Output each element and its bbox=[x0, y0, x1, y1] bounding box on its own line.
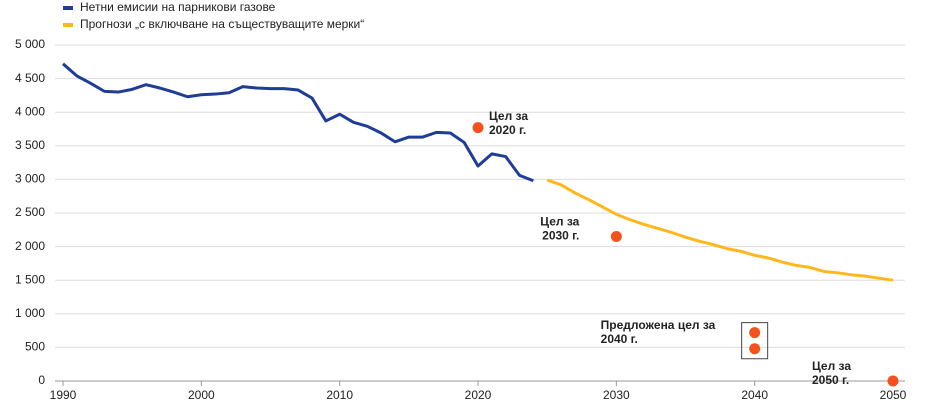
target-label: 2050 г. bbox=[812, 373, 849, 387]
x-tick-label: 2040 bbox=[741, 388, 768, 402]
target-label: 2030 г. bbox=[542, 229, 579, 243]
y-tick-label: 4 000 bbox=[15, 104, 45, 118]
y-tick-label: 1 000 bbox=[15, 306, 45, 320]
target-label: Цел за bbox=[540, 215, 579, 229]
y-tick-label: 0 bbox=[38, 373, 45, 387]
x-tick-label: 1990 bbox=[50, 388, 77, 402]
y-tick-label: 1 500 bbox=[15, 272, 45, 286]
series-line bbox=[546, 178, 894, 282]
legend-label: Прогнози „с включване на съществуващите … bbox=[80, 17, 364, 31]
y-tick-label: 2 000 bbox=[15, 239, 45, 253]
target-label: Цел за bbox=[812, 359, 851, 373]
target-label: Цел за bbox=[489, 109, 528, 123]
target-box bbox=[741, 322, 769, 360]
y-tick-label: 3 000 bbox=[15, 172, 45, 186]
target-point bbox=[887, 375, 899, 387]
target-label: Предложена цел за bbox=[601, 318, 716, 332]
target-point bbox=[610, 231, 622, 243]
y-tick-label: 2 500 bbox=[15, 205, 45, 219]
y-tick-label: 4 500 bbox=[15, 71, 45, 85]
target-point bbox=[472, 122, 484, 134]
legend-label: Нетни емисии на парникови газове bbox=[80, 0, 276, 14]
x-tick-label: 2050 bbox=[880, 388, 907, 402]
series-line bbox=[62, 62, 534, 183]
x-tick-label: 2010 bbox=[326, 388, 353, 402]
x-tick-label: 2030 bbox=[603, 388, 630, 402]
target-label: 2020 г. bbox=[489, 123, 526, 137]
y-tick-label: 5 000 bbox=[15, 37, 45, 51]
x-tick-label: 2000 bbox=[188, 388, 215, 402]
target-label: 2040 г. bbox=[601, 332, 638, 346]
target-point bbox=[749, 327, 761, 339]
x-tick-label: 2020 bbox=[465, 388, 492, 402]
y-tick-label: 500 bbox=[25, 340, 45, 354]
y-tick-label: 3 500 bbox=[15, 138, 45, 152]
target-point bbox=[749, 343, 761, 355]
